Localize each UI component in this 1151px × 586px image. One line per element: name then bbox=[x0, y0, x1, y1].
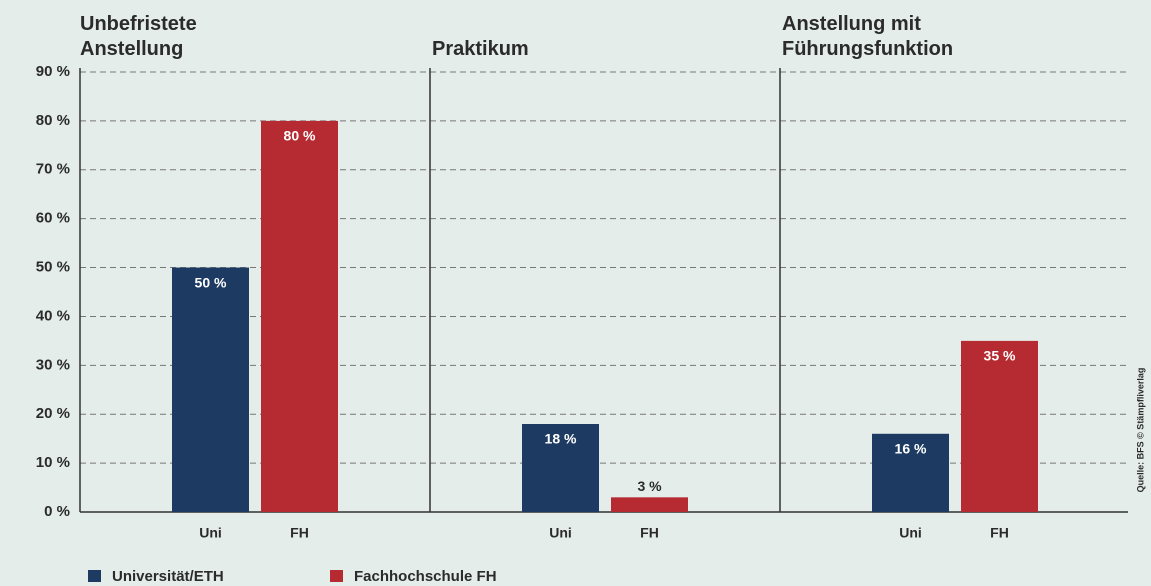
y-tick-label: 20 % bbox=[36, 405, 70, 422]
bar bbox=[522, 424, 599, 512]
x-tick-label: Uni bbox=[199, 525, 222, 541]
source-note: Quelle: BFS © Stämpfliverlag bbox=[1135, 368, 1145, 493]
y-tick-label: 0 % bbox=[44, 503, 70, 520]
bar bbox=[611, 497, 688, 512]
value-label: 35 % bbox=[984, 348, 1016, 364]
legend-swatch bbox=[330, 570, 343, 582]
value-label: 3 % bbox=[637, 478, 662, 494]
value-label: 18 % bbox=[545, 431, 577, 447]
value-label: 50 % bbox=[195, 274, 227, 290]
x-tick-label: Uni bbox=[549, 525, 572, 541]
y-tick-label: 50 % bbox=[36, 259, 70, 276]
legend-swatch bbox=[88, 570, 101, 582]
y-tick-label: 60 % bbox=[36, 210, 70, 227]
y-tick-label: 40 % bbox=[36, 307, 70, 324]
y-tick-label: 10 % bbox=[36, 454, 70, 471]
legend-label: Fachhochschule FH bbox=[354, 568, 497, 585]
bar bbox=[172, 267, 249, 512]
bar bbox=[872, 433, 949, 512]
y-tick-label: 70 % bbox=[36, 161, 70, 178]
bar bbox=[261, 120, 338, 512]
panel-title: Anstellung mit Führungsfunktion bbox=[782, 13, 954, 60]
x-tick-label: FH bbox=[290, 525, 309, 541]
panel-title: Unbefristete Anstellung bbox=[80, 13, 197, 60]
panel-title: Praktikum bbox=[432, 38, 529, 60]
y-tick-label: 80 % bbox=[36, 112, 70, 129]
y-tick-label: 30 % bbox=[36, 356, 70, 373]
x-tick-label: FH bbox=[640, 525, 659, 541]
value-label: 80 % bbox=[284, 128, 316, 144]
x-tick-label: FH bbox=[990, 525, 1009, 541]
bar bbox=[961, 340, 1038, 512]
x-tick-label: Uni bbox=[899, 525, 922, 541]
y-tick-label: 90 % bbox=[36, 63, 70, 80]
value-label: 16 % bbox=[895, 440, 927, 456]
legend-label: Universität/ETH bbox=[112, 568, 224, 585]
